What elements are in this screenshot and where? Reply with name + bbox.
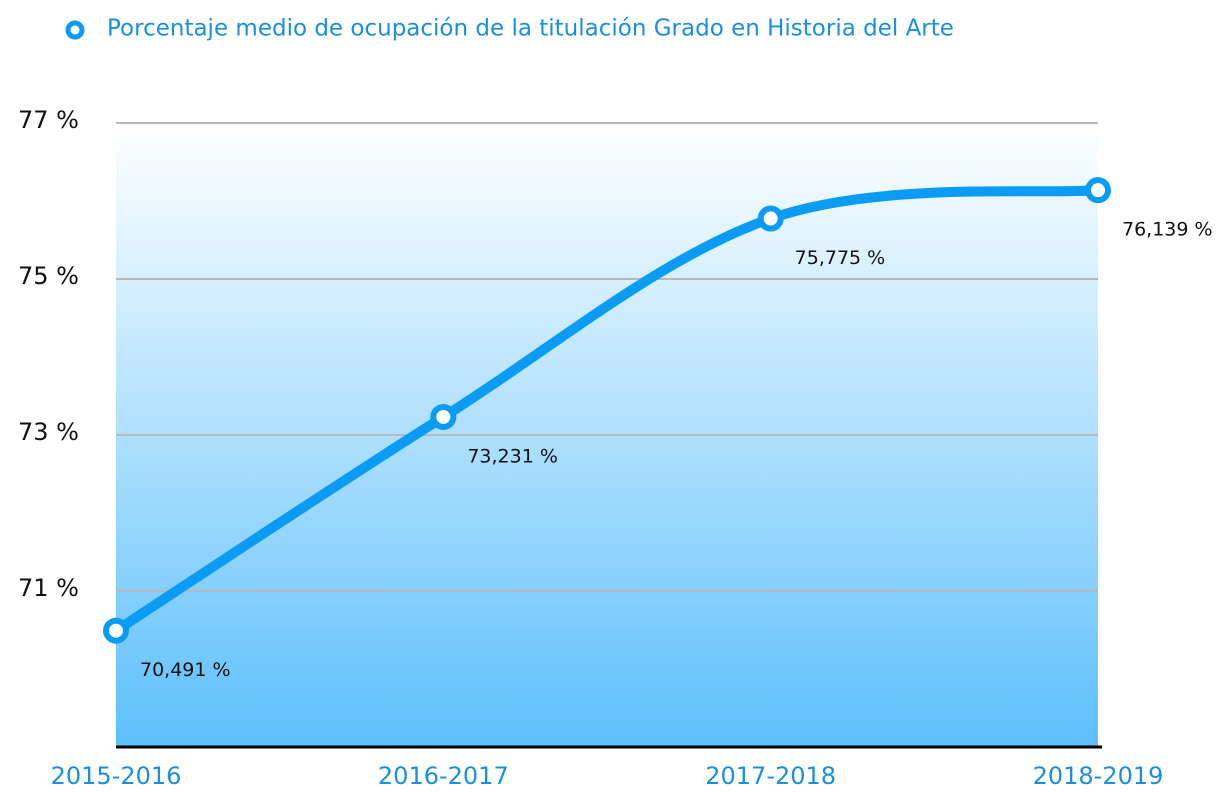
data-label: 73,231 % [467,445,558,467]
x-tick-label: 2015-2016 [51,762,182,790]
y-tick-label: 73 % [18,418,79,446]
x-tick-label: 2017-2018 [705,762,836,790]
data-point [1085,177,1111,204]
y-tick-label: 71 % [18,574,79,602]
data-label: 76,139 % [1122,219,1213,241]
legend-label: Porcentaje medio de ocupación de la titu… [107,16,954,42]
data-label: 75,775 % [795,247,886,269]
data-point [757,205,784,232]
data-label: 70,491 % [140,659,231,681]
x-tick-label: 2018-2019 [1033,762,1164,790]
data-point [103,617,129,644]
y-tick-label: 75 % [18,262,79,290]
y-tick-label: 77 % [18,106,79,134]
data-point [430,403,457,430]
x-tick-label: 2016-2017 [378,762,509,790]
series-line [111,185,1103,636]
legend-marker [65,20,85,40]
